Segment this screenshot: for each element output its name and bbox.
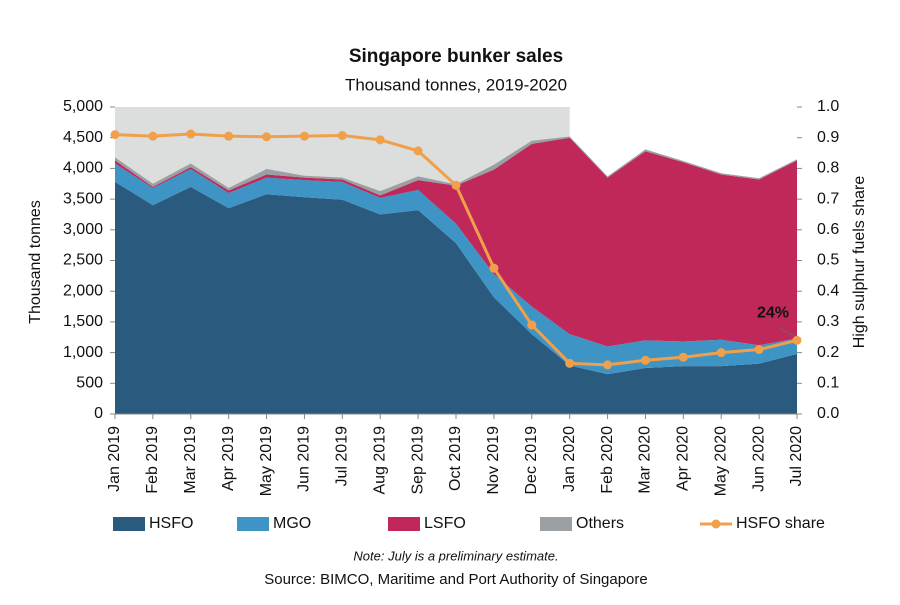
marker — [527, 320, 537, 330]
marker — [224, 131, 234, 141]
x-tick-label: Feb 2019 — [144, 426, 161, 494]
legend-label: MGO — [273, 515, 311, 532]
value-label: 24% — [757, 305, 789, 322]
chart-title: Singapore bunker sales — [349, 46, 563, 67]
x-tick-label: Sep 2019 — [409, 426, 426, 495]
x-tick-label: Jul 2020 — [788, 426, 805, 487]
source: Source: BIMCO, Maritime and Port Authori… — [264, 571, 648, 588]
marker — [489, 263, 499, 273]
marker — [375, 135, 385, 145]
marker — [148, 131, 158, 141]
x-tick-label: May 2020 — [712, 426, 729, 496]
x-tick-label: Jun 2019 — [296, 426, 313, 492]
y-tick-label: 4,500 — [63, 129, 103, 146]
marker — [754, 345, 764, 355]
x-tick-label: Apr 2019 — [220, 426, 237, 491]
x-tick-label: Aug 2019 — [371, 426, 388, 495]
y2-tick-label: 0.1 — [817, 375, 839, 392]
legend-swatch — [237, 517, 269, 531]
marker — [640, 355, 650, 365]
legend-swatch — [388, 517, 420, 531]
marker — [716, 348, 726, 358]
y2-tick-label: 0.6 — [817, 221, 839, 238]
y-tick-label: 1,500 — [63, 313, 103, 330]
x-tick-label: Jan 2020 — [561, 426, 578, 492]
legend-swatch — [113, 517, 145, 531]
x-tick-label: Apr 2020 — [675, 426, 692, 491]
marker — [262, 132, 272, 142]
x-tick-label: May 2019 — [258, 426, 275, 496]
legend-swatch — [540, 517, 572, 531]
y2-tick-label: 0.8 — [817, 160, 839, 177]
y-tick-label: 3,500 — [63, 190, 103, 207]
y-tick-label: 0 — [94, 405, 103, 422]
label-leader — [778, 327, 796, 337]
y-tick-label: 2,000 — [63, 282, 103, 299]
y-tick-label: 4,000 — [63, 160, 103, 177]
legend-label: Others — [576, 515, 624, 532]
x-tick-label: Feb 2020 — [599, 426, 616, 494]
y-tick-label: 3,000 — [63, 221, 103, 238]
marker — [413, 146, 423, 156]
y-tick-label: 5,000 — [63, 98, 103, 115]
x-tick-label: Jul 2019 — [334, 426, 351, 487]
y-tick-label: 1,000 — [63, 344, 103, 361]
y2-tick-label: 0.7 — [817, 190, 839, 207]
marker — [792, 335, 802, 345]
x-tick-label: Mar 2019 — [182, 426, 199, 494]
y2-tick-label: 0.2 — [817, 344, 839, 361]
marker — [565, 358, 575, 368]
note: Note: July is a preliminary estimate. — [353, 548, 558, 563]
legend-marker — [711, 519, 721, 529]
y-tick-label: 2,500 — [63, 252, 103, 269]
marker — [186, 129, 196, 139]
y-tick-label: 500 — [76, 375, 103, 392]
marker — [678, 352, 688, 362]
y2-tick-label: 0.5 — [817, 252, 839, 269]
y2-tick-label: 0.0 — [817, 405, 839, 422]
legend-label: HSFO — [149, 515, 193, 532]
marker — [337, 131, 347, 141]
x-tick-label: Nov 2019 — [485, 426, 502, 495]
y2-tick-label: 0.4 — [817, 282, 839, 299]
y2-tick-label: 0.3 — [817, 313, 839, 330]
marker — [603, 360, 613, 370]
x-tick-label: Dec 2019 — [523, 426, 540, 495]
x-tick-label: Oct 2019 — [447, 426, 464, 491]
area — [115, 181, 797, 414]
chart-subtitle: Thousand tonnes, 2019-2020 — [345, 75, 567, 94]
area — [115, 137, 797, 347]
x-tick-label: Jan 2019 — [106, 426, 123, 492]
y2-tick-label: 0.9 — [817, 129, 839, 146]
x-tick-label: Jun 2020 — [750, 426, 767, 492]
y2-axis-title: High sulphur fuels share — [851, 176, 868, 349]
legend-label: LSFO — [424, 515, 466, 532]
marker — [451, 180, 461, 190]
marker — [110, 130, 120, 140]
x-tick-label: Mar 2020 — [637, 426, 654, 494]
legend-label: HSFO share — [736, 515, 825, 532]
marker — [299, 131, 309, 141]
y-axis-title: Thousand tonnes — [27, 200, 44, 324]
y2-tick-label: 1.0 — [817, 98, 839, 115]
